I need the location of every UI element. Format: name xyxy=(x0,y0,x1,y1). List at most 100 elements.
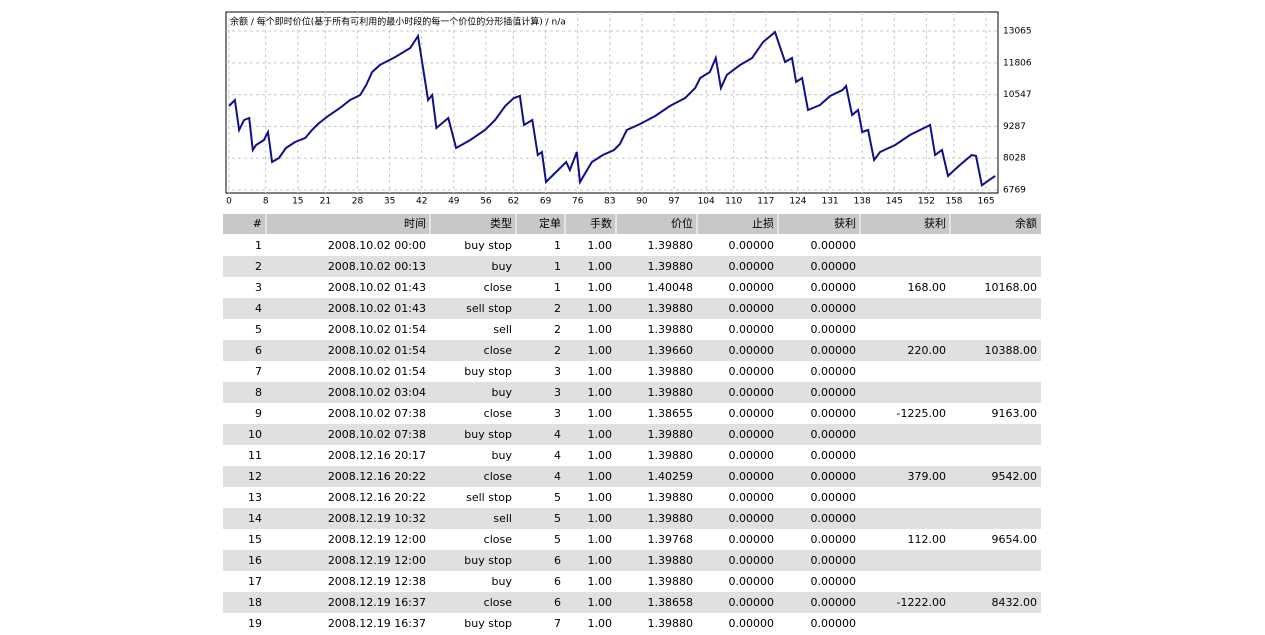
table-cell: 3 xyxy=(255,281,262,294)
table-cell: 1.39880 xyxy=(648,617,694,630)
table-cell: 9163.00 xyxy=(992,407,1038,420)
table-cell: 0.00000 xyxy=(811,617,857,630)
table-cell: 1.39880 xyxy=(648,239,694,252)
table-cell: 220.00 xyxy=(908,344,947,357)
table-cell: 1.00 xyxy=(588,239,613,252)
table-cell: 0.00000 xyxy=(811,281,857,294)
table-cell: 0.00000 xyxy=(729,512,775,525)
table-cell: 2008.12.19 12:00 xyxy=(328,554,426,567)
table-cell: 2 xyxy=(554,344,561,357)
table-cell: buy xyxy=(492,386,513,399)
table-cell: 11 xyxy=(248,449,262,462)
table-cell: 1.39880 xyxy=(648,260,694,273)
table-cell: 0.00000 xyxy=(811,533,857,546)
table-cell: 2008.10.02 01:54 xyxy=(328,323,426,336)
table-cell: 4 xyxy=(255,302,262,315)
table-cell: 1.40048 xyxy=(648,281,694,294)
x-tick-label: 42 xyxy=(416,197,427,207)
row-stripe xyxy=(223,424,1041,445)
table-cell: buy stop xyxy=(464,365,512,378)
table-cell: 1.00 xyxy=(588,428,613,441)
table-cell: close xyxy=(484,470,513,483)
table-cell: 1.00 xyxy=(588,575,613,588)
x-tick-label: 69 xyxy=(540,197,552,207)
table-cell: 0.00000 xyxy=(729,302,775,315)
row-stripe xyxy=(223,550,1041,571)
chart-frame xyxy=(225,11,999,194)
column-header: 时间 xyxy=(404,217,426,230)
x-tick-label: 124 xyxy=(789,197,806,207)
table-cell: 1 xyxy=(255,239,262,252)
y-tick-label: 10547 xyxy=(1003,90,1032,100)
x-tick-label: 131 xyxy=(821,197,838,207)
y-tick-label: 6769 xyxy=(1003,185,1026,195)
x-tick-label: 62 xyxy=(508,197,519,207)
table-cell: 12 xyxy=(248,470,262,483)
row-stripe xyxy=(223,256,1041,277)
table-cell: close xyxy=(484,596,513,609)
table-cell: 5 xyxy=(554,512,561,525)
table-cell: 1.00 xyxy=(588,281,613,294)
table-cell: 19 xyxy=(248,617,262,630)
table-cell: 1.00 xyxy=(588,449,613,462)
x-tick-label: 49 xyxy=(448,197,460,207)
table-cell: 0.00000 xyxy=(729,386,775,399)
table-cell: 2008.10.02 00:00 xyxy=(328,239,426,252)
table-cell: 13 xyxy=(248,491,262,504)
table-cell: close xyxy=(484,407,513,420)
table-cell: 1.39880 xyxy=(648,512,694,525)
table-cell: sell xyxy=(493,323,512,336)
x-tick-label: 110 xyxy=(725,197,742,207)
table-cell: close xyxy=(484,533,513,546)
y-tick-label: 13065 xyxy=(1003,27,1032,37)
table-cell: 1.39880 xyxy=(648,428,694,441)
table-cell: 1.00 xyxy=(588,386,613,399)
table-cell: close xyxy=(484,344,513,357)
column-header: 类型 xyxy=(490,216,512,230)
table-cell: buy xyxy=(492,575,513,588)
table-cell: 1.00 xyxy=(588,302,613,315)
table-cell: 2008.10.02 01:54 xyxy=(328,365,426,378)
table-cell: 1.00 xyxy=(588,596,613,609)
table-cell: 2008.12.19 16:37 xyxy=(328,617,426,630)
table-cell: 7 xyxy=(554,617,561,630)
table-cell: 10388.00 xyxy=(985,344,1038,357)
table-cell: 0.00000 xyxy=(729,533,775,546)
table-cell: 8 xyxy=(255,386,262,399)
row-stripe xyxy=(223,340,1041,361)
table-cell: buy stop xyxy=(464,428,512,441)
table-header-bg xyxy=(223,214,1041,234)
table-cell: 2008.10.02 07:38 xyxy=(328,428,426,441)
column-header: 余额 xyxy=(1015,216,1037,230)
table-cell: 0.00000 xyxy=(729,281,775,294)
table-cell: buy stop xyxy=(464,554,512,567)
table-cell: 0.00000 xyxy=(729,449,775,462)
column-header: 止损 xyxy=(752,216,774,230)
x-tick-label: 76 xyxy=(572,197,584,207)
table-cell: 5 xyxy=(554,533,561,546)
table-cell: 2008.10.02 07:38 xyxy=(328,407,426,420)
table-cell: 2008.10.02 01:43 xyxy=(328,302,426,315)
table-cell: 5 xyxy=(255,323,262,336)
table-cell: 0.00000 xyxy=(811,302,857,315)
table-cell: 3 xyxy=(554,386,561,399)
table-cell: 5 xyxy=(554,491,561,504)
table-cell: 2008.12.19 12:00 xyxy=(328,533,426,546)
x-tick-label: 152 xyxy=(918,197,935,207)
table-cell: 1 xyxy=(554,260,561,273)
table-cell: 7 xyxy=(255,365,262,378)
table-cell: 0.00000 xyxy=(729,575,775,588)
table-cell: 10 xyxy=(248,428,262,441)
column-header: 价位 xyxy=(671,216,693,230)
table-cell: 4 xyxy=(554,449,561,462)
table-cell: 9654.00 xyxy=(992,533,1038,546)
chart-title: 余额 / 每个即时价位(基于所有可利用的最小时段的每一个价位的分形插值计算) /… xyxy=(230,16,566,28)
table-cell: 8432.00 xyxy=(992,596,1038,609)
table-cell: 2008.12.19 16:37 xyxy=(328,596,426,609)
table-cell: 0.00000 xyxy=(729,470,775,483)
table-cell: 1 xyxy=(554,239,561,252)
table-cell: 0.00000 xyxy=(811,575,857,588)
column-header: # xyxy=(253,217,262,230)
row-stripe xyxy=(223,466,1041,487)
table-cell: 1.00 xyxy=(588,344,613,357)
